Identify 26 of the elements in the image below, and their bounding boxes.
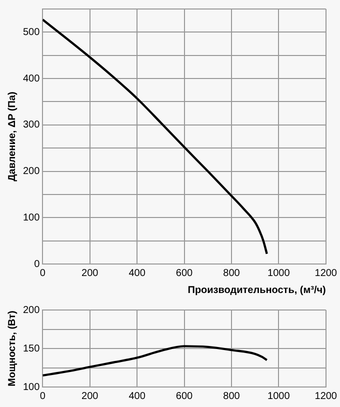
y-tick-label: 300 — [22, 120, 40, 131]
x-tick-label: 400 — [128, 268, 146, 279]
y-tick-label: 100 — [22, 382, 40, 393]
line-series — [42, 345, 268, 377]
x-tick-label: 600 — [176, 268, 194, 279]
y-tick-label: 100 — [22, 212, 40, 224]
x-tick-label: 1200 — [314, 390, 338, 402]
y-tick-label: 400 — [22, 73, 40, 84]
x-tick-label: 800 — [223, 268, 240, 279]
line-series — [42, 18, 268, 255]
x-tick-label: 200 — [82, 390, 99, 402]
x-tick-label: 800 — [223, 390, 240, 402]
x-tick-label: 600 — [176, 390, 194, 402]
y-tick-label: 0 — [34, 258, 40, 270]
y-tick-label: 150 — [22, 343, 40, 354]
x-tick-label: 1200 — [314, 268, 338, 279]
x-tick-label: 200 — [82, 268, 99, 279]
y-tick-label: 500 — [22, 26, 40, 38]
x-tick-label: 1000 — [268, 390, 290, 402]
x-tick-label: 1000 — [268, 268, 290, 279]
x-tick-label: 400 — [128, 390, 146, 402]
x-axis-title: Производительность, (м³/ч) — [188, 284, 326, 296]
y-tick-label: 200 — [22, 166, 40, 178]
y-axis-title: Мощность, (Вт) — [6, 310, 18, 386]
y-tick-label: 200 — [22, 304, 40, 316]
y-axis-title: Давление, ΔP (Па) — [6, 92, 18, 182]
